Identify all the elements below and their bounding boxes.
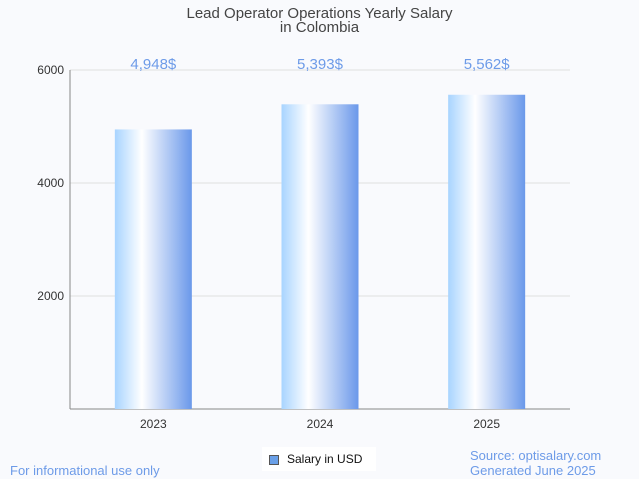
x-tick-label: 2023 (140, 417, 167, 431)
y-tick-label: 4000 (37, 176, 64, 190)
y-tick-label: 2000 (37, 289, 64, 303)
source-text: Source: optisalary.com (470, 448, 602, 463)
legend[interactable]: Salary in USD (262, 447, 376, 471)
data-label: 5,393$ (297, 56, 344, 73)
bar-2025 (448, 94, 526, 409)
data-label: 5,562$ (464, 56, 511, 73)
x-tick-label: 2025 (473, 417, 500, 431)
y-tick-label: 6000 (37, 63, 64, 77)
chart-subtitle: in Colombia (279, 19, 360, 36)
legend-label: Salary in USD (287, 452, 363, 466)
legend-swatch (269, 455, 279, 465)
bar-2024 (281, 104, 359, 409)
x-tick-label: 2024 (307, 417, 334, 431)
chart-title: Lead Operator Operations Yearly Salary (186, 5, 453, 22)
data-label: 4,948$ (130, 56, 177, 73)
disclaimer-text: For informational use only (10, 463, 160, 478)
generated-text: Generated June 2025 (470, 463, 596, 478)
bar-2023 (114, 129, 192, 410)
